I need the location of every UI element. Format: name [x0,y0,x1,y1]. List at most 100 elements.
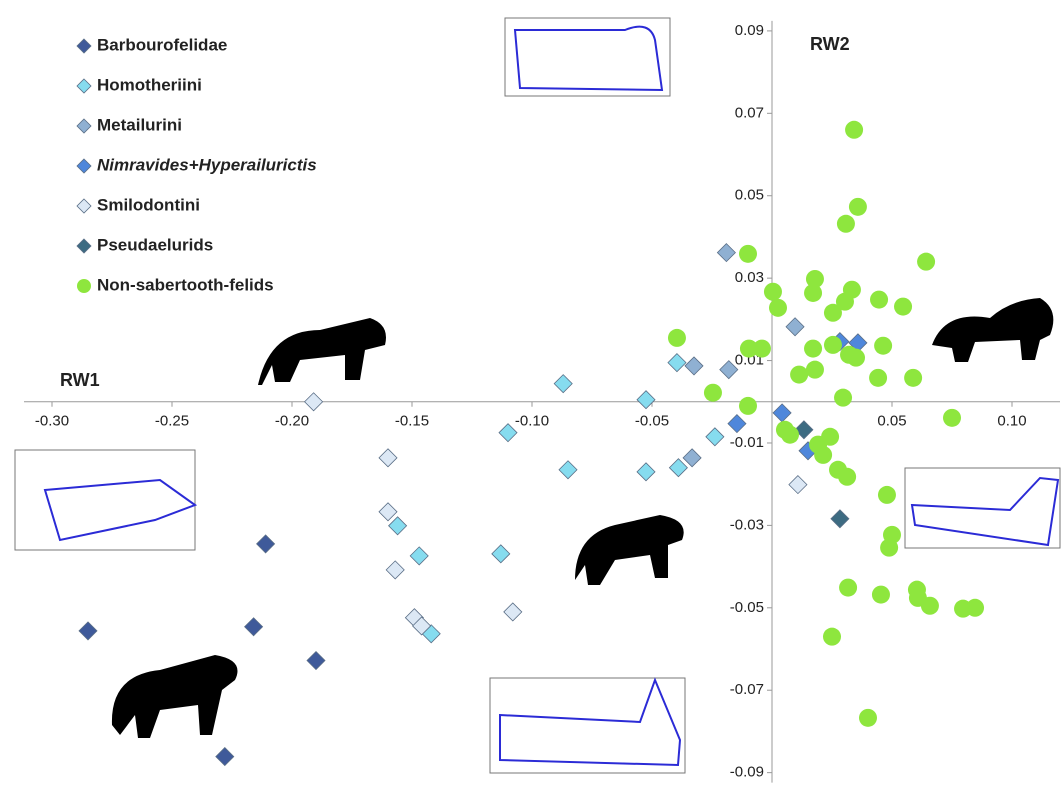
legend-label: Smilodontini [97,195,200,214]
y-tick-label: -0.07 [730,681,764,698]
silhouette-barbourofelid [112,655,238,738]
legend-marker [77,199,91,213]
data-point [904,369,922,387]
data-point [804,284,822,302]
data-point [504,603,522,621]
data-point [814,446,832,464]
legend-marker [77,39,91,53]
data-point [668,354,686,372]
data-point [668,329,686,347]
y-tick-label: -0.01 [730,434,764,451]
y-tick-label: -0.09 [730,764,764,781]
data-point [823,628,841,646]
data-point [859,709,877,727]
data-point [410,547,428,565]
data-point [781,426,799,444]
data-point [769,299,787,317]
data-point [806,361,824,379]
data-point [849,198,867,216]
data-point [683,449,701,467]
deformation-grid-bottom [490,678,685,773]
x-tick-label: -0.15 [395,413,429,430]
data-point [492,545,510,563]
data-point [379,449,397,467]
data-point [216,748,234,766]
data-point [839,579,857,597]
data-point [824,336,842,354]
y-tick-label: 0.03 [735,269,764,286]
data-point [789,476,807,494]
data-point [773,404,791,422]
data-point [379,503,397,521]
legend-label: Metailurini [97,115,182,134]
data-point [921,597,939,615]
y-tick-label: 0.07 [735,104,764,121]
data-point [790,366,808,384]
data-point [706,428,724,446]
x-tick-label: -0.25 [155,413,189,430]
silhouette-homotherium [575,515,684,585]
data-point [764,283,782,301]
data-point [554,375,572,393]
data-point [637,463,655,481]
y-tick-label: 0.05 [735,187,764,204]
x-tick-label: -0.05 [635,413,669,430]
legend-marker [77,239,91,253]
data-point [880,539,898,557]
deformation-grid-top [505,18,670,96]
data-point [821,428,839,446]
data-point [943,409,961,427]
data-point [79,622,97,640]
silhouette-smilodon [258,318,386,385]
data-point [838,468,856,486]
deformation-grid-left [15,450,195,550]
x-tick-label: 0.10 [997,413,1026,430]
data-point [869,369,887,387]
legend-marker [77,159,91,173]
data-point [874,337,892,355]
data-point [389,517,407,535]
data-point [834,389,852,407]
deformation-grid-right [905,468,1060,548]
data-point [870,291,888,309]
data-point [245,618,263,636]
data-point [831,510,849,528]
x-tick-label: 0.05 [877,413,906,430]
data-point [685,357,703,375]
data-point [739,245,757,263]
data-point [917,253,935,271]
y-tick-label: -0.03 [730,516,764,533]
data-point [305,393,323,411]
legend-label: Homotheriini [97,75,202,94]
legend-label: Non-sabertooth-felids [97,275,274,294]
x-tick-label: -0.30 [35,413,69,430]
y-axis-label: RW2 [810,34,850,54]
data-point [717,244,735,262]
data-point [837,215,855,233]
data-point [878,486,896,504]
legend-label: Nimravides+Hyperailurictis [97,155,317,174]
legend-label: Barbourofelidae [97,35,227,54]
chart: RW1 RW2 -0.30 -0.25 -0.20 -0.15 -0.10 -0.05 0.… [0,0,1063,785]
data-point [847,349,865,367]
legend-marker [77,279,91,293]
data-point [257,535,275,553]
data-point [804,340,822,358]
legend-marker [77,119,91,133]
data-point [704,384,722,402]
data-point [559,461,577,479]
y-tick-label: 0.09 [735,22,764,39]
data-point [845,121,863,139]
x-tick-label: -0.20 [275,413,309,430]
data-point [739,397,757,415]
data-point [669,459,687,477]
legend-marker [77,79,91,93]
data-point [386,561,404,579]
x-tick-label: -0.10 [515,413,549,430]
x-axis-label: RW1 [60,370,100,390]
silhouette-lion [932,298,1053,362]
data-point [872,586,890,604]
data-point [307,652,325,670]
data-point [753,340,771,358]
data-point [894,298,912,316]
